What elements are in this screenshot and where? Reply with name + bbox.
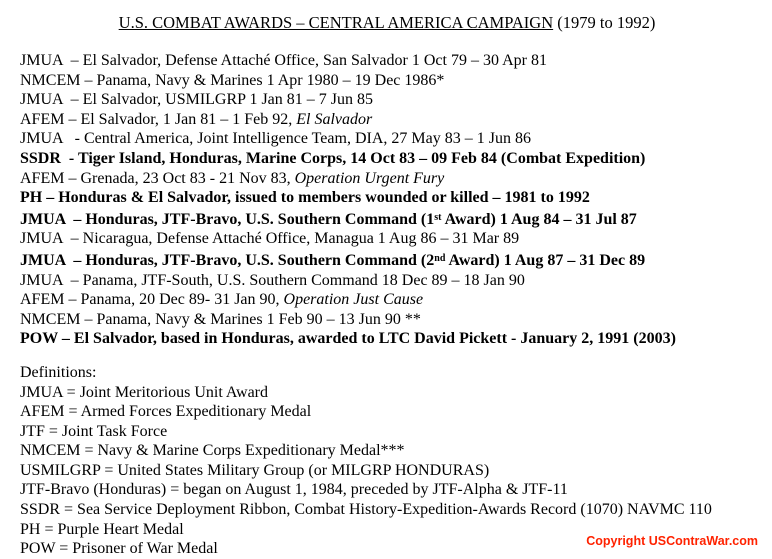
award-text-segment: Award) 1 Aug 87 – 31 Dec 89 <box>445 251 646 269</box>
award-text-segment: JMUA – Nicaragua, Defense Attaché Office… <box>20 230 520 248</box>
award-line: JMUA – Honduras, JTF-Bravo, U.S. Souther… <box>20 208 754 230</box>
award-text-segment: POW – El Salvador, based in Honduras, aw… <box>20 330 676 348</box>
definition-item: JMUA = Joint Meritorious Unit Award <box>20 383 268 401</box>
definition-item: AFEM = Armed Forces Expeditionary Medal <box>20 403 312 421</box>
award-text-segment: JMUA – Honduras, JTF-Bravo, U.S. Souther… <box>20 210 435 228</box>
award-line: JMUA - Central America, Joint Intelligen… <box>20 129 754 149</box>
title-date-range: (1979 to 1992) <box>553 13 656 32</box>
award-line: AFEM – Grenada, 23 Oct 83 - 21 Nov 83, O… <box>20 169 754 189</box>
definitions-section: Definitions: JMUA = Joint Meritorious Un… <box>20 363 754 559</box>
definitions-list: JMUA = Joint Meritorious Unit Award AFEM … <box>20 383 754 559</box>
award-line: POW – El Salvador, based in Honduras, aw… <box>20 329 754 349</box>
award-text-segment: SSDR - Tiger Island, Honduras, Marine Co… <box>20 149 646 167</box>
award-text-segment: st <box>434 211 442 223</box>
title-underlined-text: U.S. COMBAT AWARDS – CENTRAL AMERICA CAM… <box>118 13 554 32</box>
award-line: NMCEM – Panama, Navy & Marines 1 Feb 90 … <box>20 310 754 330</box>
award-text-segment: Operation Just Cause <box>283 291 424 309</box>
award-text-segment: nd <box>434 252 446 264</box>
award-text-segment: PH – Honduras & El Salvador, issued to m… <box>20 189 590 207</box>
award-text-segment: JMUA – Panama, JTF-South, U.S. Southern … <box>20 271 525 289</box>
award-line: AFEM – Panama, 20 Dec 89- 31 Jan 90, Ope… <box>20 290 754 310</box>
award-line: JMUA – El Salvador, Defense Attaché Offi… <box>20 51 754 71</box>
award-line: SSDR - Tiger Island, Honduras, Marine Co… <box>20 149 754 169</box>
definition-item: JTF-Bravo (Honduras) = began on August 1… <box>20 481 568 499</box>
definition-item: JTF = Joint Task Force <box>20 422 168 440</box>
award-text-segment: JMUA - Central America, Joint Intelligen… <box>20 130 531 148</box>
definition-item: PH = Purple Heart Medal <box>20 520 184 538</box>
definition-item: USMILGRP = United States Military Group … <box>20 461 490 479</box>
award-line: JMUA – El Salvador, USMILGRP 1 Jan 81 – … <box>20 90 754 110</box>
award-text-segment: El Salvador <box>296 110 373 128</box>
award-line: JMUA – Panama, JTF-South, U.S. Southern … <box>20 271 754 291</box>
award-text-segment: NMCEM – Panama, Navy & Marines 1 Apr 198… <box>20 71 445 89</box>
award-text-segment: JMUA – El Salvador, USMILGRP 1 Jan 81 – … <box>20 91 373 109</box>
award-text-segment: JMUA – El Salvador, Defense Attaché Offi… <box>20 52 547 69</box>
award-text-segment: JMUA – Honduras, JTF-Bravo, U.S. Souther… <box>20 251 435 269</box>
award-text-segment: NMCEM – Panama, Navy & Marines 1 Feb 90 … <box>20 310 421 328</box>
award-line: AFEM – El Salvador, 1 Jan 81 – 1 Feb 92,… <box>20 110 754 130</box>
award-text-segment: Operation Urgent Fury <box>294 169 445 187</box>
award-line: PH – Honduras & El Salvador, issued to m… <box>20 188 754 208</box>
awards-list: JMUA – El Salvador, Defense Attaché Offi… <box>20 51 754 349</box>
definition-item: POW = Prisoner of War Medal <box>20 540 218 558</box>
award-text-segment: AFEM – Panama, 20 Dec 89- 31 Jan 90, <box>20 291 284 309</box>
definitions-heading: Definitions: <box>20 363 97 381</box>
document-title: U.S. COMBAT AWARDS – CENTRAL AMERICA CAM… <box>20 12 754 34</box>
award-text-segment: AFEM – Grenada, 23 Oct 83 - 21 Nov 83, <box>20 169 295 187</box>
copyright-notice: Copyright USContraWar.com <box>586 534 758 548</box>
award-text-segment: AFEM – El Salvador, 1 Jan 81 – 1 Feb 92, <box>20 110 297 128</box>
definition-item: SSDR = Sea Service Deployment Ribbon, Co… <box>20 501 712 519</box>
award-line: JMUA – Honduras, JTF-Bravo, U.S. Souther… <box>20 249 754 271</box>
award-line: NMCEM – Panama, Navy & Marines 1 Apr 198… <box>20 71 754 91</box>
definition-item: NMCEM = Navy & Marine Corps Expeditionar… <box>20 442 405 460</box>
award-line: JMUA – Nicaragua, Defense Attaché Office… <box>20 229 754 249</box>
award-text-segment: Award) 1 Aug 84 – 31 Jul 87 <box>441 210 637 228</box>
